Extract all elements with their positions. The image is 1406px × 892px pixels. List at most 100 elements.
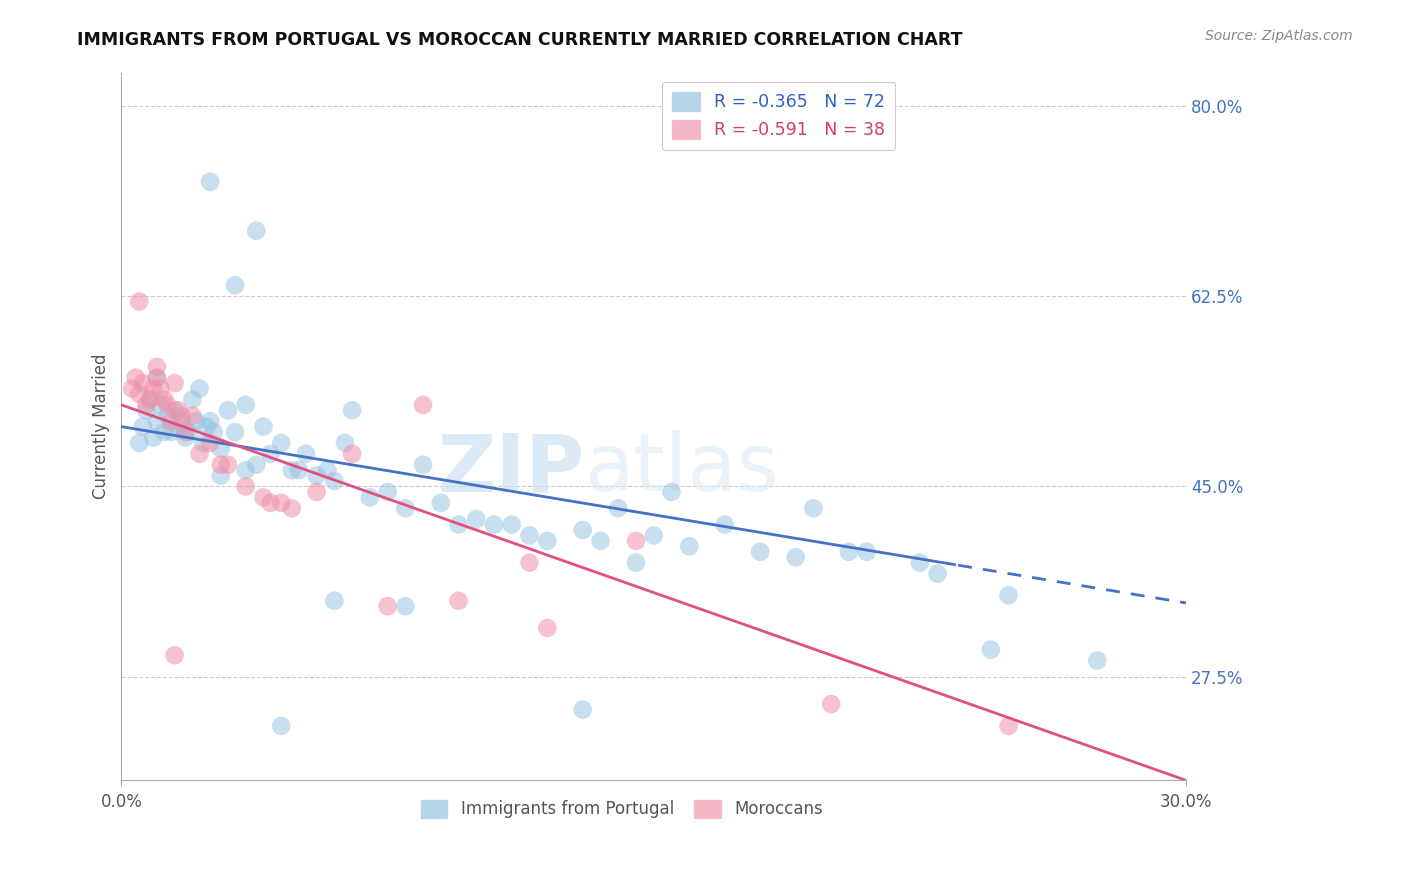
Point xyxy=(589,533,612,548)
Point xyxy=(209,458,232,472)
Point xyxy=(142,430,165,444)
Point xyxy=(340,403,363,417)
Point xyxy=(198,414,221,428)
Point xyxy=(980,642,1002,657)
Point xyxy=(908,556,931,570)
Point xyxy=(188,447,211,461)
Point xyxy=(128,436,150,450)
Point xyxy=(142,382,165,396)
Point xyxy=(121,382,143,396)
Point xyxy=(177,425,200,439)
Point xyxy=(132,376,155,390)
Point xyxy=(377,599,399,614)
Point xyxy=(997,719,1019,733)
Point xyxy=(377,484,399,499)
Text: IMMIGRANTS FROM PORTUGAL VS MOROCCAN CURRENTLY MARRIED CORRELATION CHART: IMMIGRANTS FROM PORTUGAL VS MOROCCAN CUR… xyxy=(77,31,963,49)
Point xyxy=(412,458,434,472)
Point xyxy=(245,458,267,472)
Point xyxy=(195,419,218,434)
Point xyxy=(607,501,630,516)
Y-axis label: Currently Married: Currently Married xyxy=(93,354,110,500)
Point xyxy=(209,468,232,483)
Point xyxy=(281,501,304,516)
Point xyxy=(785,550,807,565)
Point xyxy=(855,545,877,559)
Point xyxy=(501,517,523,532)
Point xyxy=(1085,654,1108,668)
Point xyxy=(135,403,157,417)
Point xyxy=(146,359,169,374)
Point xyxy=(160,414,183,428)
Point xyxy=(323,474,346,488)
Legend: Immigrants from Portugal, Moroccans: Immigrants from Portugal, Moroccans xyxy=(415,793,830,825)
Point xyxy=(571,523,593,537)
Point xyxy=(340,447,363,461)
Point xyxy=(838,545,860,559)
Point xyxy=(198,175,221,189)
Point xyxy=(536,621,558,635)
Point xyxy=(412,398,434,412)
Text: atlas: atlas xyxy=(585,430,779,508)
Point xyxy=(288,463,311,477)
Point xyxy=(217,403,239,417)
Point xyxy=(678,539,700,553)
Point xyxy=(252,419,274,434)
Point xyxy=(202,425,225,439)
Point xyxy=(128,294,150,309)
Point xyxy=(181,409,204,423)
Point xyxy=(927,566,949,581)
Point xyxy=(146,370,169,384)
Point xyxy=(235,463,257,477)
Point xyxy=(149,382,172,396)
Point xyxy=(749,545,772,559)
Text: ZIP: ZIP xyxy=(437,430,585,508)
Point xyxy=(394,501,416,516)
Point xyxy=(316,463,339,477)
Point xyxy=(394,599,416,614)
Point xyxy=(305,484,328,499)
Point xyxy=(146,370,169,384)
Point xyxy=(139,392,162,407)
Point xyxy=(217,458,239,472)
Point xyxy=(167,403,190,417)
Point xyxy=(209,442,232,456)
Point xyxy=(333,436,356,450)
Point xyxy=(128,387,150,401)
Point xyxy=(153,392,176,407)
Point xyxy=(661,484,683,499)
Point xyxy=(447,593,470,607)
Point xyxy=(305,468,328,483)
Point xyxy=(820,697,842,711)
Point xyxy=(160,425,183,439)
Point xyxy=(149,398,172,412)
Point xyxy=(170,414,193,428)
Point xyxy=(224,278,246,293)
Point xyxy=(447,517,470,532)
Point xyxy=(482,517,505,532)
Point xyxy=(174,425,197,439)
Text: Source: ZipAtlas.com: Source: ZipAtlas.com xyxy=(1205,29,1353,43)
Point xyxy=(174,430,197,444)
Point xyxy=(519,556,541,570)
Point xyxy=(156,409,179,423)
Point xyxy=(245,224,267,238)
Point xyxy=(430,496,453,510)
Point xyxy=(323,593,346,607)
Point xyxy=(235,398,257,412)
Point xyxy=(124,370,146,384)
Point xyxy=(156,398,179,412)
Point xyxy=(163,648,186,662)
Point xyxy=(997,588,1019,602)
Point xyxy=(643,528,665,542)
Point xyxy=(259,496,281,510)
Point xyxy=(465,512,488,526)
Point xyxy=(259,447,281,461)
Point xyxy=(270,719,292,733)
Point xyxy=(146,414,169,428)
Point xyxy=(536,533,558,548)
Point xyxy=(198,436,221,450)
Point xyxy=(295,447,318,461)
Point xyxy=(191,436,214,450)
Point xyxy=(167,419,190,434)
Point xyxy=(163,403,186,417)
